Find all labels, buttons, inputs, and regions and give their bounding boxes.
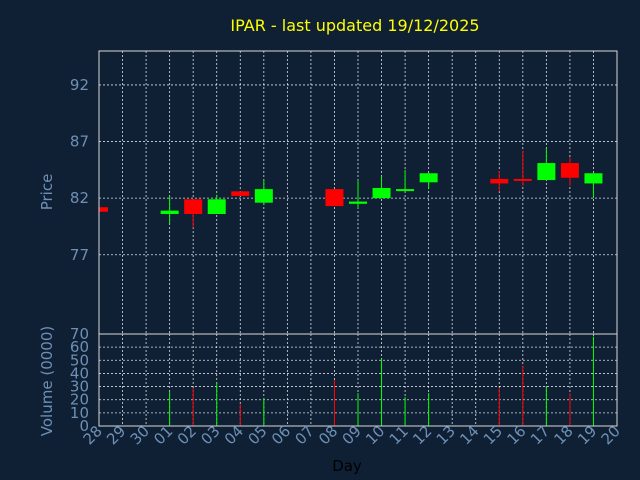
x-tick-labels: 2829300102030405060708091011121314151617… (80, 422, 624, 448)
volume-panel-frame (98, 333, 618, 427)
candle-body (372, 187, 391, 199)
candle-body (207, 199, 226, 215)
volume-tick-label: 0 (79, 417, 89, 435)
candle-body (160, 210, 179, 215)
candle-body (254, 189, 273, 203)
price-tick-label: 87 (70, 133, 89, 151)
candle-body (349, 201, 367, 204)
volume-tick-label: 30 (70, 378, 89, 396)
price-tick-labels: 77 82 87 92 (70, 76, 89, 264)
candle-body (584, 173, 603, 184)
volume-tick-label: 60 (70, 338, 89, 356)
candle-body (537, 163, 556, 181)
candle-body (513, 178, 532, 181)
candle-body (325, 189, 344, 207)
chart-title: IPAR - last updated 19/12/2025 (230, 16, 479, 35)
volume-tick-label: 50 (70, 351, 89, 369)
candle-body (184, 199, 203, 215)
candle-body (396, 189, 415, 192)
candle-body (419, 173, 438, 183)
candle-body (99, 207, 108, 212)
candle-body (490, 178, 509, 184)
x-axis-label: Day (332, 457, 362, 475)
volume-tick-label: 70 (70, 325, 89, 343)
volume-tick-label: 40 (70, 364, 89, 382)
price-axis-label: Price (38, 174, 56, 211)
volume-tick-label: 20 (70, 391, 89, 409)
volume-axis-label: Volume (0000) (38, 326, 56, 436)
candle-body (231, 191, 250, 196)
volume-tick-label: 10 (70, 404, 89, 422)
price-tick-label: 82 (70, 189, 89, 207)
price-tick-label: 77 (70, 246, 89, 264)
candles (98, 148, 603, 228)
volume-bars (169, 336, 594, 426)
candle-body (560, 163, 579, 178)
price-tick-label: 92 (70, 76, 89, 94)
